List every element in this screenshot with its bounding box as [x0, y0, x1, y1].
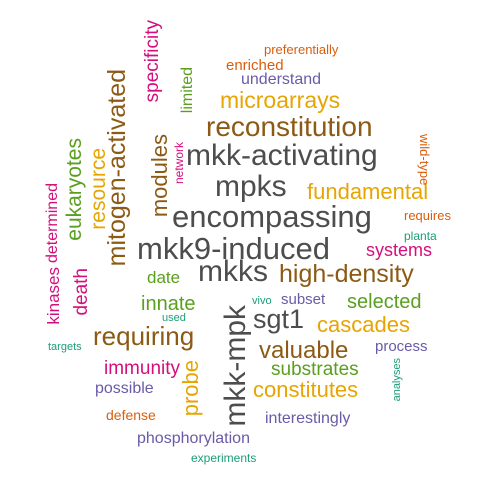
word-sgt1: sgt1: [253, 304, 305, 334]
word-targets: targets: [48, 341, 82, 353]
word-used: used: [162, 312, 186, 324]
word-valuable: valuable: [259, 337, 349, 364]
word-planta: planta: [404, 229, 437, 243]
word-specificity: specificity: [142, 20, 163, 103]
word-defense: defense: [106, 407, 156, 423]
word-encompassing: encompassing: [172, 199, 372, 234]
word-wild-type: wild-type: [417, 134, 432, 186]
word-analyses: analyses: [391, 358, 403, 402]
word-selected: selected: [347, 291, 422, 313]
word-date: date: [147, 268, 181, 287]
word-requiring: requiring: [93, 321, 195, 351]
word-mkk9-induced: mkk9-induced: [137, 231, 330, 266]
word-interestingly: interestingly: [265, 410, 351, 427]
word-immunity: immunity: [104, 358, 181, 379]
word-mkks: mkks: [198, 255, 268, 288]
word-microarrays: microarrays: [220, 87, 341, 113]
word-eukaryotes: eukaryotes: [63, 138, 86, 241]
word-network: network: [172, 142, 186, 185]
word-process: process: [375, 338, 428, 355]
word-preferentially: preferentially: [264, 42, 339, 57]
word-death: death: [71, 268, 92, 316]
word-systems: systems: [366, 240, 433, 260]
word-enriched: enriched: [226, 57, 284, 74]
word-high-density: high-density: [279, 260, 414, 288]
word-mpks: mpks: [215, 170, 287, 203]
word-mkk-activating: mkk-activating: [186, 139, 378, 172]
word-substrates: substrates: [271, 359, 359, 380]
word-vivo: vivo: [252, 295, 272, 307]
word-phosphorylation: phosphorylation: [137, 430, 250, 447]
word-constitutes: constitutes: [253, 377, 359, 402]
word-subset: subset: [281, 291, 326, 308]
word-reconstitution: reconstitution: [206, 111, 373, 142]
word-possible: possible: [95, 380, 154, 397]
word-kinases: kinases: [44, 267, 63, 325]
word-innate: innate: [141, 293, 196, 315]
word-limited: limited: [179, 67, 196, 114]
word-fundamental: fundamental: [307, 179, 429, 204]
word-modules: modules: [147, 134, 172, 218]
word-determined: determined: [44, 183, 61, 264]
word-requires: requires: [404, 208, 451, 223]
word-resource: resource: [87, 148, 110, 230]
word-cascades: cascades: [317, 312, 410, 337]
word-experiments: experiments: [191, 451, 257, 465]
word-probe: probe: [178, 360, 203, 417]
word-mkk-mpk: mkk-mpk: [219, 305, 252, 427]
word-understand: understand: [241, 71, 322, 88]
